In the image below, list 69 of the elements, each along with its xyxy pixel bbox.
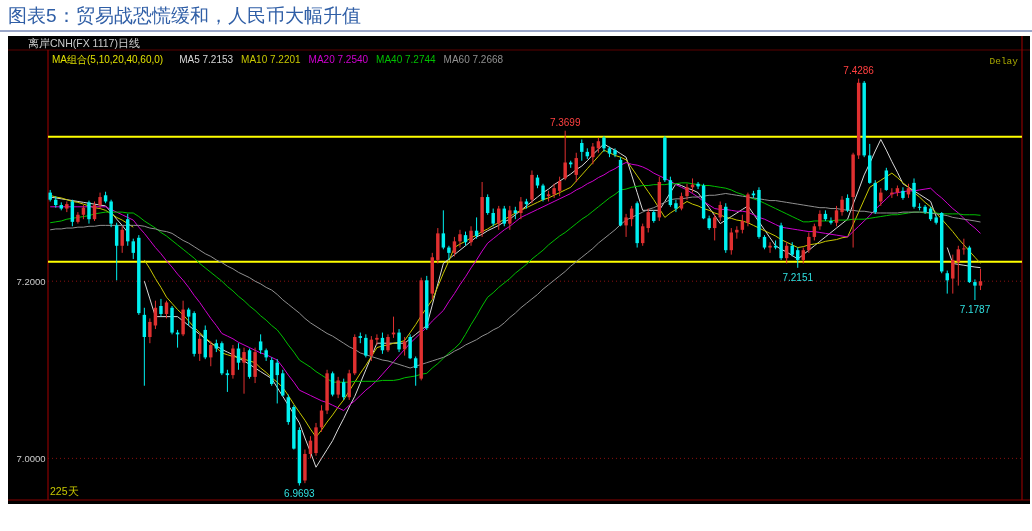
annotation: 7.4286 bbox=[843, 64, 875, 76]
candlestick bbox=[580, 138, 584, 162]
candlestick bbox=[397, 328, 401, 353]
annotation: 6.9693 bbox=[284, 488, 316, 499]
candlestick bbox=[834, 205, 839, 227]
candlestick bbox=[901, 186, 905, 201]
candlestick bbox=[978, 268, 983, 291]
candlestick bbox=[364, 333, 368, 358]
text: MA60 7.2668 bbox=[443, 54, 504, 65]
candlestick bbox=[768, 241, 772, 254]
candlestick bbox=[452, 236, 457, 257]
candlestick bbox=[225, 369, 230, 393]
candlestick bbox=[796, 247, 800, 269]
y-tick-label: 7.0000 bbox=[16, 452, 46, 464]
candlestick bbox=[508, 205, 512, 231]
candlestick bbox=[712, 213, 717, 241]
candlestick bbox=[330, 371, 335, 397]
candlestick bbox=[912, 177, 916, 210]
candlestick bbox=[447, 245, 451, 261]
candlestick bbox=[552, 183, 556, 199]
legend-title: MA组合(5,10,20,40,60,0) bbox=[52, 54, 164, 65]
candlestick bbox=[951, 254, 955, 295]
candlestick bbox=[159, 298, 163, 318]
title: 图表5：贸易战恐慌缓和，人民币大幅升值 bbox=[8, 5, 361, 26]
candlestick bbox=[818, 209, 822, 231]
text: Delay bbox=[989, 56, 1019, 67]
candlestick bbox=[458, 229, 462, 249]
text: MA20 7.2540 bbox=[308, 54, 369, 65]
candlestick bbox=[624, 213, 628, 238]
candlestick bbox=[87, 200, 91, 225]
candlestick bbox=[131, 238, 135, 260]
candlestick bbox=[70, 199, 75, 227]
candlestick bbox=[469, 225, 473, 247]
y-tick-label: 7.2000 bbox=[16, 275, 46, 287]
candlestick bbox=[209, 340, 213, 367]
candlestick bbox=[336, 376, 340, 399]
candlestick bbox=[109, 199, 113, 228]
candlestick bbox=[563, 130, 567, 181]
annotation: 7.2151 bbox=[782, 271, 814, 283]
candlestick bbox=[519, 196, 523, 220]
candlestick bbox=[740, 214, 745, 234]
candlestick bbox=[557, 176, 562, 197]
candlestick bbox=[973, 278, 977, 301]
candlestick bbox=[242, 347, 246, 395]
candlestick bbox=[840, 195, 844, 217]
annotation: 7.3699 bbox=[549, 116, 581, 128]
candlestick bbox=[807, 231, 811, 254]
candlestick bbox=[962, 238, 966, 256]
candlestick bbox=[375, 333, 379, 346]
candlestick bbox=[120, 225, 124, 254]
candlestick bbox=[408, 333, 412, 360]
candlestick bbox=[956, 245, 961, 287]
text: MA10 7.2201 bbox=[241, 54, 302, 65]
candlestick bbox=[258, 333, 263, 355]
candlestick bbox=[114, 222, 119, 281]
candlestick bbox=[148, 317, 152, 344]
text: MA5 7.2153 bbox=[179, 54, 234, 65]
candlestick bbox=[413, 356, 418, 387]
candlestick bbox=[884, 167, 889, 192]
candlestick bbox=[98, 192, 102, 210]
candlestick bbox=[441, 209, 446, 250]
annotation: 7.1787 bbox=[959, 304, 991, 316]
text: MA40 7.2744 bbox=[376, 54, 437, 65]
candlestick bbox=[674, 199, 678, 213]
candlestick bbox=[591, 142, 595, 165]
candlestick bbox=[829, 216, 833, 226]
text: 日线 bbox=[118, 37, 140, 49]
subtitle: 离岸CNH(FX 1117) bbox=[28, 37, 118, 49]
annotation: 225天 bbox=[50, 485, 79, 497]
